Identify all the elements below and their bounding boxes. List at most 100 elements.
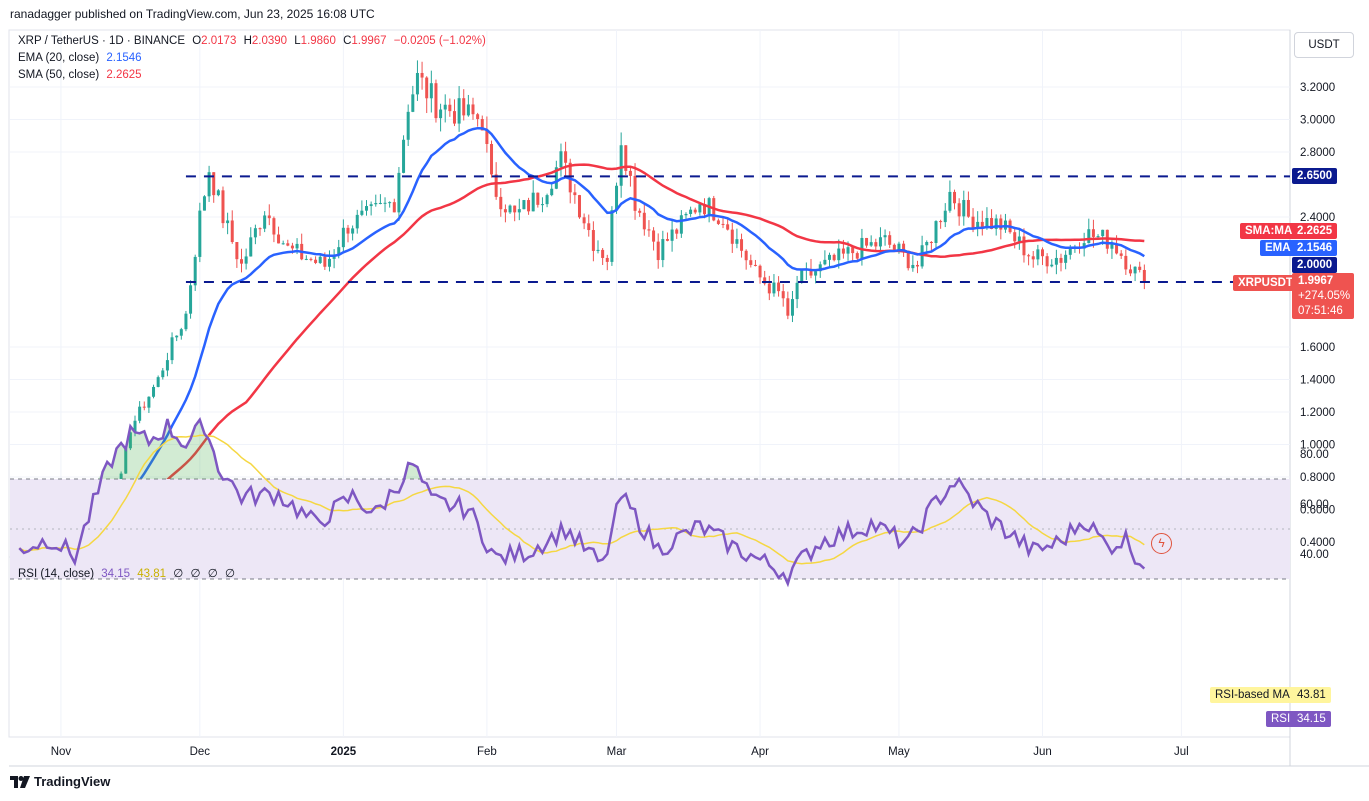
candle-body xyxy=(318,256,322,263)
candle-body xyxy=(902,243,906,251)
legend-l-value: 1.9860 xyxy=(300,35,336,47)
ema-legend[interactable]: EMA (20, close) 2.1546 xyxy=(18,52,142,64)
candle-body xyxy=(258,228,262,230)
candle-body xyxy=(457,98,461,124)
legend-o-label: O xyxy=(192,35,202,47)
candle-body xyxy=(661,239,665,261)
candle-body xyxy=(179,329,183,336)
rsi-ma-tag-value: 43.81 xyxy=(1292,687,1331,703)
candle-body xyxy=(897,243,901,250)
flash-icon[interactable]: ϟ xyxy=(1151,533,1172,554)
candle-body xyxy=(351,228,355,234)
candle-body xyxy=(235,242,239,260)
candle-body xyxy=(226,220,230,224)
candle-body xyxy=(1082,243,1086,249)
candle-body xyxy=(906,250,910,269)
candle-body xyxy=(818,264,822,272)
candle-body xyxy=(411,94,415,112)
rsi-legend-z3: ∅ xyxy=(207,568,218,580)
candle-body xyxy=(517,209,521,213)
rsi-tick-label: 40.00 xyxy=(1300,549,1329,561)
legend-h-value: 2.0390 xyxy=(251,35,288,47)
bar-countdown: 07:51:46 xyxy=(1298,305,1343,317)
candle-body xyxy=(286,243,290,246)
candle-body xyxy=(124,448,128,474)
candle-body xyxy=(726,224,730,230)
candle-body xyxy=(735,239,739,244)
ema-price-tag: 2.1546 xyxy=(1292,240,1338,256)
rsi-overbought-fill xyxy=(10,419,1145,479)
rsi-line xyxy=(18,417,1146,588)
sma-price-tag: 2.2625 xyxy=(1292,223,1338,239)
candle-body xyxy=(272,218,276,235)
resistance-price-tag: 2.6500 xyxy=(1292,168,1338,184)
candle-body xyxy=(721,223,725,225)
candle-body xyxy=(142,406,146,408)
candle-body xyxy=(689,209,693,214)
candle-body xyxy=(990,217,994,229)
candle-body xyxy=(619,145,623,186)
sma-legend[interactable]: SMA (50, close) 2.2625 xyxy=(18,69,142,81)
candle-body xyxy=(365,206,369,211)
candle-body xyxy=(1119,253,1123,256)
support-price-tag: 2.0000 xyxy=(1292,257,1338,273)
candle-body xyxy=(652,230,656,242)
legend-c-value: 1.9967 xyxy=(351,35,387,47)
tradingview-logo[interactable]: TradingView xyxy=(10,774,110,789)
candle-body xyxy=(392,202,396,213)
candle-body xyxy=(170,337,174,361)
candle-body xyxy=(878,237,882,247)
candle-body xyxy=(716,220,720,224)
time-tick-label: 2025 xyxy=(331,746,357,758)
rsi-legend-label: RSI (14, close) xyxy=(18,568,95,580)
candle-body xyxy=(744,250,748,261)
candle-body xyxy=(767,283,771,294)
candle-body xyxy=(485,130,489,144)
candle-body xyxy=(582,217,586,224)
candle-body xyxy=(865,237,869,246)
candle-body xyxy=(184,313,188,330)
price-tick-label: 0.8000 xyxy=(1300,472,1335,484)
price-tick-label: 0.6000 xyxy=(1300,505,1335,517)
legend-symbol[interactable]: XRP / TetherUS · 1D · BINANCE xyxy=(18,35,186,47)
price-tick-label: 3.0000 xyxy=(1300,115,1335,127)
candle-body xyxy=(267,215,271,219)
candle-body xyxy=(490,143,494,175)
rsi-ma-tag-label: RSI-based MA xyxy=(1210,687,1295,703)
rsi-legend[interactable]: RSI (14, close) 34.15 43.81 ∅ ∅ ∅ ∅ xyxy=(18,566,239,580)
candle-body xyxy=(925,241,929,246)
currency-button[interactable]: USDT xyxy=(1294,32,1354,58)
candle-body xyxy=(874,242,878,247)
rsi-tick-label: 80.00 xyxy=(1300,449,1329,461)
candle-body xyxy=(508,205,512,213)
candle-body xyxy=(462,98,466,116)
legend-change: −0.0205 (−1.02%) xyxy=(393,35,486,47)
candle-body xyxy=(304,258,308,260)
last-price-pct: +274.05% xyxy=(1298,290,1351,302)
candle-body xyxy=(962,199,966,217)
candle-body xyxy=(577,195,581,218)
candle-body xyxy=(314,259,318,263)
candle-body xyxy=(550,188,554,196)
candle-body xyxy=(1142,269,1146,283)
candle-body xyxy=(480,119,484,131)
candle-body xyxy=(175,335,179,338)
rsi-legend-value: 34.15 xyxy=(101,568,131,580)
rsi-tag-label: RSI xyxy=(1266,711,1296,727)
candle-body xyxy=(1036,249,1040,260)
candle-body xyxy=(207,172,211,197)
price-pane-frame[interactable] xyxy=(8,29,1291,558)
candle-body xyxy=(494,174,498,197)
rsi-tag-value: 34.15 xyxy=(1292,711,1331,727)
candle-body xyxy=(749,260,753,265)
sma-legend-value: 2.2625 xyxy=(106,69,142,81)
candle-body xyxy=(471,104,475,115)
candle-body xyxy=(193,256,197,286)
rsi-pane-frame[interactable] xyxy=(8,556,1291,738)
candle-body xyxy=(434,83,438,119)
candle-body xyxy=(263,215,267,229)
candle-body xyxy=(814,271,818,276)
candle-body xyxy=(443,104,447,110)
